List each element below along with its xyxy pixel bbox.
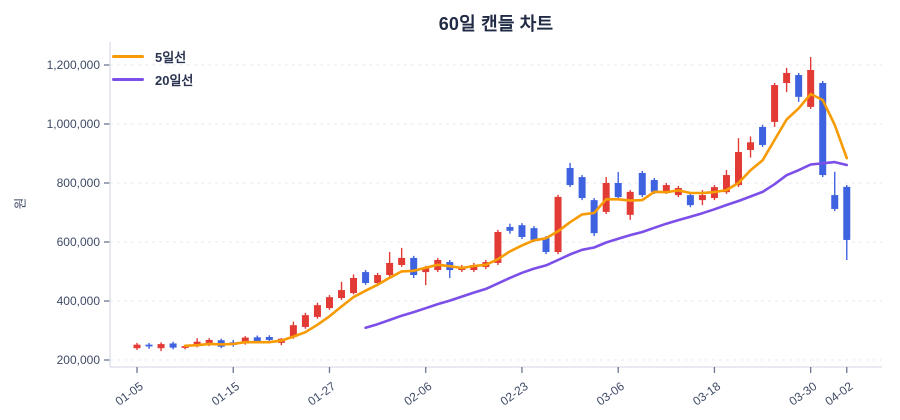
svg-text:03-30: 03-30 xyxy=(786,379,819,409)
svg-text:01-15: 01-15 xyxy=(209,379,242,409)
ma5-line-swatch xyxy=(112,54,144,59)
ma20-line-swatch xyxy=(112,77,144,82)
legend-item-ma20: 20일선 xyxy=(112,71,193,88)
svg-text:01-05: 01-05 xyxy=(113,379,146,409)
legend-label-ma20: 20일선 xyxy=(155,73,194,88)
legend-label-ma5: 5일선 xyxy=(155,50,187,65)
svg-text:02-23: 02-23 xyxy=(498,379,531,409)
svg-text:1,000,000: 1,000,000 xyxy=(47,117,101,131)
legend: 5일선 20일선 xyxy=(112,48,193,88)
svg-text:200,000: 200,000 xyxy=(57,353,101,367)
svg-text:400,000: 400,000 xyxy=(57,294,101,308)
chart-title: 60일 캔들 차트 xyxy=(438,14,554,34)
svg-text:01-27: 01-27 xyxy=(305,379,338,409)
legend-item-ma5: 5일선 xyxy=(112,48,193,65)
svg-text:1,200,000: 1,200,000 xyxy=(47,58,101,72)
svg-text:03-18: 03-18 xyxy=(690,379,723,409)
svg-text:800,000: 800,000 xyxy=(57,176,101,190)
svg-text:03-06: 03-06 xyxy=(594,379,627,409)
y-axis-unit-label: 원 xyxy=(13,197,28,210)
svg-text:02-06: 02-06 xyxy=(401,379,434,409)
svg-text:600,000: 600,000 xyxy=(57,235,101,249)
svg-text:04-02: 04-02 xyxy=(822,379,855,409)
